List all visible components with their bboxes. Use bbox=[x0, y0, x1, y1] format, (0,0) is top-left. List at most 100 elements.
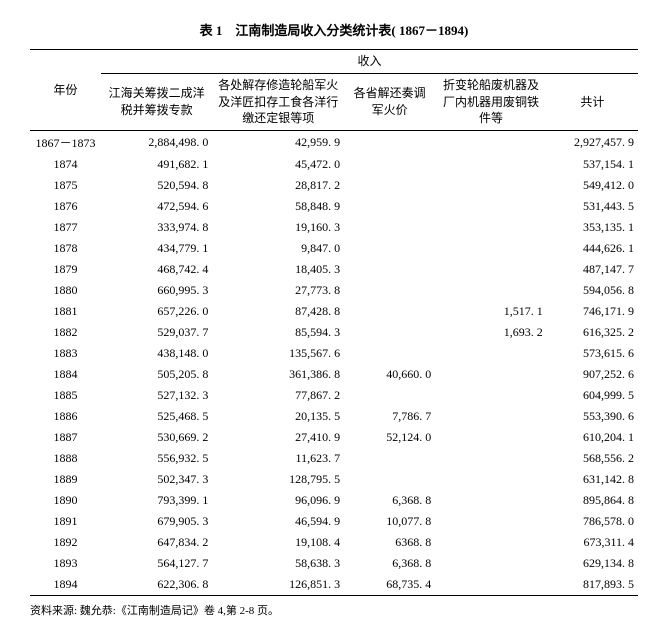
table-row: 1888556,932. 511,623. 7568,556. 2 bbox=[30, 448, 638, 469]
cell-c1: 657,226. 0 bbox=[101, 301, 212, 322]
header-c2: 各处解存修造轮船军火及洋匠扣存工食各洋行缴还定银等项 bbox=[212, 73, 344, 130]
cell-c3: 7,786. 7 bbox=[344, 406, 435, 427]
cell-c2: 58,638. 3 bbox=[212, 553, 344, 574]
cell-total: 629,134. 8 bbox=[547, 553, 638, 574]
header-c3: 各省解还奏调军火价 bbox=[344, 73, 435, 130]
table-row: 1891679,905. 346,594. 910,077. 8786,578.… bbox=[30, 511, 638, 532]
cell-c4 bbox=[435, 511, 546, 532]
table-row: 1884505,205. 8361,386. 840,660. 0907,252… bbox=[30, 364, 638, 385]
cell-year: 1874 bbox=[30, 154, 101, 175]
cell-c4: 1,517. 1 bbox=[435, 301, 546, 322]
cell-c1: 679,905. 3 bbox=[101, 511, 212, 532]
cell-total: 353,135. 1 bbox=[547, 217, 638, 238]
cell-c3 bbox=[344, 196, 435, 217]
table-row: 1893564,127. 758,638. 36,368. 8629,134. … bbox=[30, 553, 638, 574]
cell-c4 bbox=[435, 131, 546, 155]
cell-c4 bbox=[435, 175, 546, 196]
cell-c1: 556,932. 5 bbox=[101, 448, 212, 469]
cell-c2: 46,594. 9 bbox=[212, 511, 344, 532]
cell-year: 1892 bbox=[30, 532, 101, 553]
table-row: 1882529,037. 785,594. 31,693. 2616,325. … bbox=[30, 322, 638, 343]
cell-c3: 68,735. 4 bbox=[344, 574, 435, 596]
cell-c2: 135,567. 6 bbox=[212, 343, 344, 364]
cell-total: 907,252. 6 bbox=[547, 364, 638, 385]
cell-c3 bbox=[344, 343, 435, 364]
cell-year: 1885 bbox=[30, 385, 101, 406]
cell-c1: 527,132. 3 bbox=[101, 385, 212, 406]
cell-c3 bbox=[344, 301, 435, 322]
cell-c2: 42,959. 9 bbox=[212, 131, 344, 155]
cell-c3 bbox=[344, 175, 435, 196]
cell-c1: 622,306. 8 bbox=[101, 574, 212, 596]
cell-c4 bbox=[435, 427, 546, 448]
header-total: 共计 bbox=[547, 73, 638, 130]
table-title: 表 1 江南制造局收入分类统计表( 1867－1894) bbox=[30, 20, 638, 39]
cell-c1: 525,468. 5 bbox=[101, 406, 212, 427]
cell-c3 bbox=[344, 217, 435, 238]
cell-c3 bbox=[344, 154, 435, 175]
cell-c1: 530,669. 2 bbox=[101, 427, 212, 448]
table-row: 1890793,399. 196,096. 96,368. 8895,864. … bbox=[30, 490, 638, 511]
cell-year: 1882 bbox=[30, 322, 101, 343]
cell-c3 bbox=[344, 469, 435, 490]
cell-year: 1877 bbox=[30, 217, 101, 238]
cell-c4 bbox=[435, 154, 546, 175]
cell-c3: 10,077. 8 bbox=[344, 511, 435, 532]
table-row: 1889502,347. 3128,795. 5631,142. 8 bbox=[30, 469, 638, 490]
table-row: 1876472,594. 658,848. 9531,443. 5 bbox=[30, 196, 638, 217]
cell-c3 bbox=[344, 385, 435, 406]
table-row: 1892647,834. 219,108. 46368. 8673,311. 4 bbox=[30, 532, 638, 553]
cell-c1: 564,127. 7 bbox=[101, 553, 212, 574]
table-row: 1878434,779. 19,847. 0444,626. 1 bbox=[30, 238, 638, 259]
cell-c4 bbox=[435, 553, 546, 574]
cell-total: 537,154. 1 bbox=[547, 154, 638, 175]
cell-c4 bbox=[435, 490, 546, 511]
cell-total: 573,615. 6 bbox=[547, 343, 638, 364]
cell-year: 1888 bbox=[30, 448, 101, 469]
header-group: 收入 bbox=[101, 50, 638, 74]
cell-total: 895,864. 8 bbox=[547, 490, 638, 511]
cell-c1: 434,779. 1 bbox=[101, 238, 212, 259]
cell-total: 604,999. 5 bbox=[547, 385, 638, 406]
cell-c1: 472,594. 6 bbox=[101, 196, 212, 217]
cell-c2: 126,851. 3 bbox=[212, 574, 344, 596]
cell-c4 bbox=[435, 469, 546, 490]
table-row: 1879468,742. 418,405. 3487,147. 7 bbox=[30, 259, 638, 280]
cell-c3 bbox=[344, 448, 435, 469]
cell-c2: 87,428. 8 bbox=[212, 301, 344, 322]
table-row: 1885527,132. 377,867. 2604,999. 5 bbox=[30, 385, 638, 406]
cell-c4 bbox=[435, 406, 546, 427]
cell-c3 bbox=[344, 259, 435, 280]
cell-c2: 19,108. 4 bbox=[212, 532, 344, 553]
cell-total: 553,390. 6 bbox=[547, 406, 638, 427]
cell-c1: 438,148. 0 bbox=[101, 343, 212, 364]
cell-c1: 529,037. 7 bbox=[101, 322, 212, 343]
cell-c4: 1,693. 2 bbox=[435, 322, 546, 343]
cell-c4 bbox=[435, 385, 546, 406]
table-header: 年份 收入 江海关筹拨二成洋税并筹拨专款 各处解存修造轮船军火及洋匠扣存工食各洋… bbox=[30, 50, 638, 131]
cell-total: 549,412. 0 bbox=[547, 175, 638, 196]
cell-c4 bbox=[435, 532, 546, 553]
cell-c2: 9,847. 0 bbox=[212, 238, 344, 259]
cell-c2: 45,472. 0 bbox=[212, 154, 344, 175]
cell-c4 bbox=[435, 574, 546, 596]
cell-c2: 361,386. 8 bbox=[212, 364, 344, 385]
cell-c4 bbox=[435, 364, 546, 385]
table-body: 1867－18732,884,498. 042,959. 92,927,457.… bbox=[30, 131, 638, 596]
income-table: 年份 收入 江海关筹拨二成洋税并筹拨专款 各处解存修造轮船军火及洋匠扣存工食各洋… bbox=[30, 49, 638, 596]
cell-c3: 6,368. 8 bbox=[344, 553, 435, 574]
cell-year: 1878 bbox=[30, 238, 101, 259]
cell-c1: 505,205. 8 bbox=[101, 364, 212, 385]
cell-c3 bbox=[344, 322, 435, 343]
cell-total: 487,147. 7 bbox=[547, 259, 638, 280]
cell-total: 531,443. 5 bbox=[547, 196, 638, 217]
cell-c2: 85,594. 3 bbox=[212, 322, 344, 343]
table-row: 1874491,682. 145,472. 0537,154. 1 bbox=[30, 154, 638, 175]
cell-c2: 27,773. 8 bbox=[212, 280, 344, 301]
cell-c4 bbox=[435, 217, 546, 238]
cell-c1: 660,995. 3 bbox=[101, 280, 212, 301]
cell-c3: 6368. 8 bbox=[344, 532, 435, 553]
cell-total: 673,311. 4 bbox=[547, 532, 638, 553]
cell-total: 594,056. 8 bbox=[547, 280, 638, 301]
cell-year: 1891 bbox=[30, 511, 101, 532]
